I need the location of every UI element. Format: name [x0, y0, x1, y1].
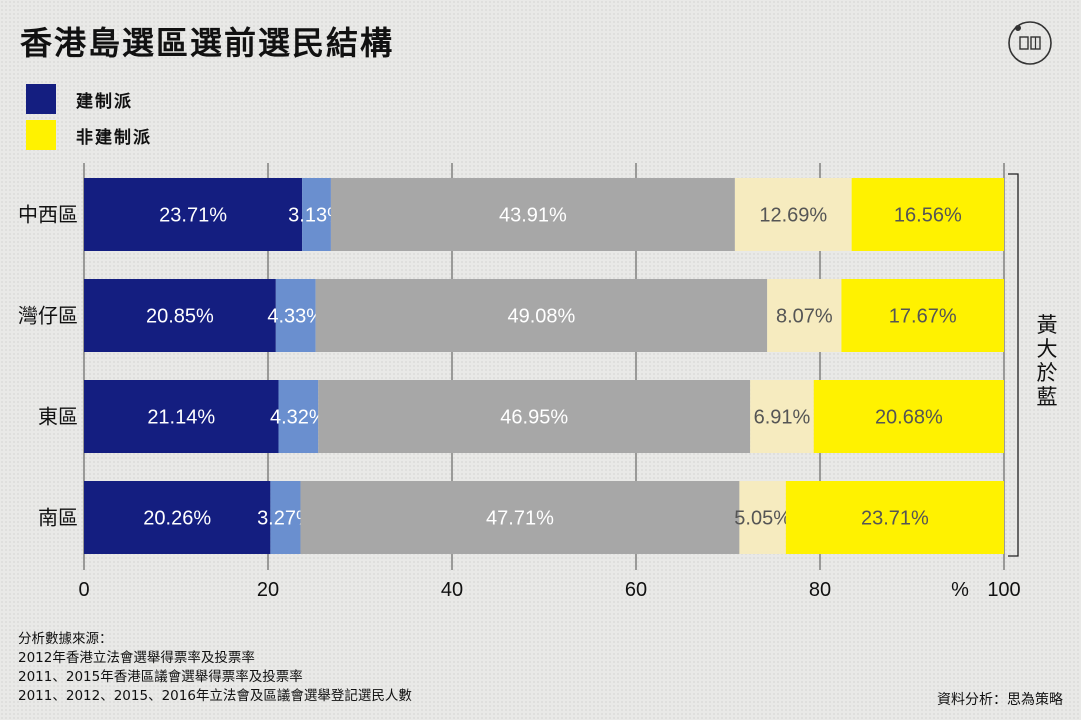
bar-segment: [739, 481, 786, 554]
x-tick-label: 20: [257, 579, 279, 601]
sources-heading: 分析數據來源：: [18, 631, 113, 647]
bar-segment: [318, 380, 751, 453]
category-label: 灣仔區: [18, 305, 78, 328]
category-label: 東區: [38, 406, 78, 429]
bracket-label-char: 藍: [1037, 386, 1058, 409]
data-label: 17.67%: [889, 306, 957, 328]
data-label: 4.32%: [270, 407, 327, 429]
data-label: 16.56%: [894, 205, 962, 227]
bracket-label-char: 於: [1037, 362, 1058, 385]
bar-segment: [767, 279, 842, 352]
x-tick-label: 100: [987, 579, 1020, 601]
source-line: 2011、2015年香港區議會選舉得票率及投票率: [18, 669, 303, 685]
data-sources: 分析數據來源： 2012年香港立法會選舉得票率及投票率 2011、2015年香港…: [18, 630, 412, 706]
data-label: 43.91%: [499, 205, 567, 227]
bar-segment: [84, 380, 279, 453]
category-label: 南區: [38, 507, 78, 530]
legend-item-non-establishment: 非建制派: [26, 118, 152, 152]
legend-swatch-non-establishment: [26, 120, 56, 150]
bar-segment: [813, 380, 1004, 453]
data-label: 21.14%: [147, 407, 215, 429]
bar-segment: [84, 279, 276, 352]
bracket-label-char: 大: [1037, 338, 1058, 361]
bar-segment: [750, 380, 814, 453]
x-tick-label: 0: [78, 579, 89, 601]
x-tick-label: 60: [625, 579, 647, 601]
data-label: 20.26%: [143, 508, 211, 530]
source-line: 2012年香港立法會選舉得票率及投票率: [18, 650, 255, 666]
data-label: 49.08%: [508, 306, 576, 328]
analysis-credit: 資料分析：思為策略: [937, 692, 1063, 708]
bar-segment: [275, 279, 316, 352]
data-label: 3.27%: [257, 508, 314, 530]
legend-item-pro-establishment: 建制派: [26, 82, 152, 116]
bar-segment: [851, 178, 1004, 251]
bar-segment: [330, 178, 735, 251]
data-label: 4.33%: [267, 306, 324, 328]
bar-segment: [302, 178, 331, 251]
legend: 建制派 非建制派: [26, 82, 152, 154]
data-label: 12.69%: [759, 205, 827, 227]
bar-segment: [84, 178, 303, 251]
bar-segment: [84, 481, 271, 554]
legend-label: 建制派: [76, 91, 133, 112]
legend-label: 非建制派: [76, 127, 152, 148]
data-label: 47.71%: [486, 508, 554, 530]
legend-swatch-pro-establishment: [26, 84, 56, 114]
bar-segment: [734, 178, 852, 251]
bar-segment: [278, 380, 319, 453]
x-tick-label: 40: [441, 579, 463, 601]
source-line: 2011、2012、2015、2016年立法會及區議會選舉登記選民人數: [18, 688, 412, 704]
data-label: 6.91%: [754, 407, 811, 429]
x-axis-unit: %: [951, 579, 969, 601]
bar-segment: [785, 481, 1004, 554]
bar-segment: [315, 279, 768, 352]
category-label: 中西區: [18, 204, 78, 227]
x-tick-label: 80: [809, 579, 831, 601]
data-label: 46.95%: [500, 407, 568, 429]
bracket-line: [1008, 173, 1019, 557]
bar-segment: [841, 279, 1004, 352]
data-label: 23.71%: [159, 205, 227, 227]
bracket-label-char: 黃: [1037, 314, 1058, 337]
chart-title: 香港島選區選前選民結構: [20, 24, 395, 62]
logo-icon: [1008, 21, 1052, 65]
data-label: 20.85%: [146, 306, 214, 328]
data-label: 5.05%: [734, 508, 791, 530]
data-label: 3.13%: [288, 205, 345, 227]
data-label: 23.71%: [861, 508, 929, 530]
bar-segment: [300, 481, 740, 554]
data-label: 8.07%: [776, 306, 833, 328]
data-label: 20.68%: [875, 407, 943, 429]
bar-segment: [270, 481, 301, 554]
